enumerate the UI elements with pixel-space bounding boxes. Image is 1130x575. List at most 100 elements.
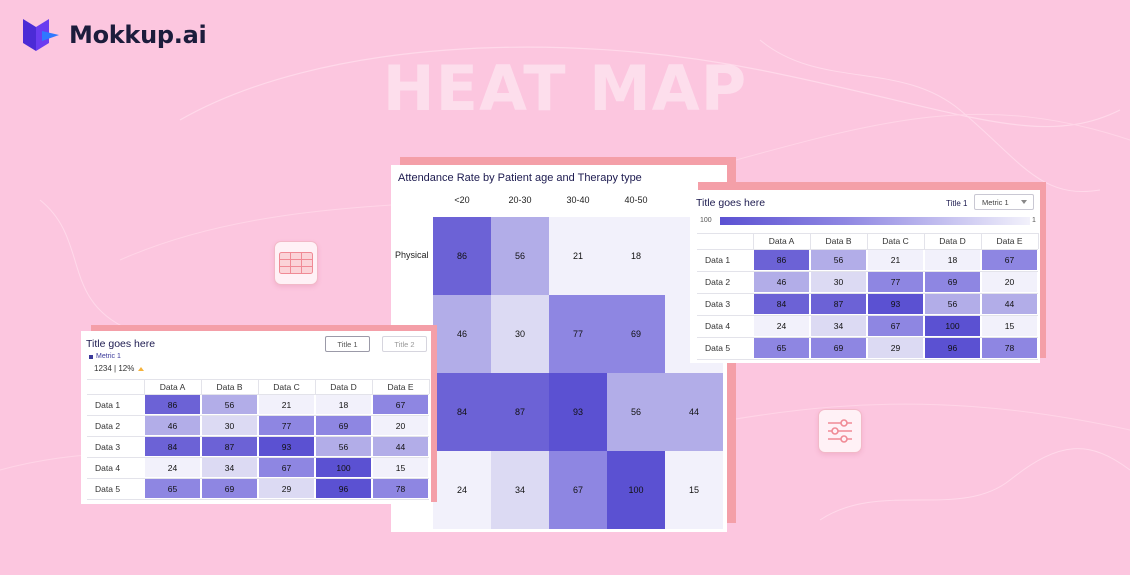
heatmap-cell: 84 xyxy=(433,373,491,451)
heatmap-cell: 78 xyxy=(982,338,1037,358)
color-scale-bar xyxy=(720,217,1030,225)
metric-select[interactable]: Metric 1 xyxy=(974,194,1034,210)
heatmap-cell: 96 xyxy=(925,338,980,358)
row-header: Data 2 xyxy=(95,420,121,431)
heatmap-cell: 34 xyxy=(811,316,866,336)
heatmap-cell: 77 xyxy=(868,272,923,292)
heatmap-cell: 18 xyxy=(316,395,371,414)
column-header: 30-40 xyxy=(566,195,590,205)
heatmap-cell: 87 xyxy=(811,294,866,314)
heatmap-cell: 46 xyxy=(433,295,491,373)
title-2-button[interactable]: Title 2 xyxy=(382,336,427,352)
column-header: 40-50 xyxy=(624,195,648,205)
heatmap-cell: 18 xyxy=(925,250,980,270)
heatmap-cell: 65 xyxy=(754,338,809,358)
heatmap-cell: 86 xyxy=(433,217,491,295)
grid-line xyxy=(429,379,430,394)
column-header: Data A xyxy=(768,236,795,246)
row-header: Data 2 xyxy=(705,277,731,287)
heatmap-cell: 56 xyxy=(316,437,371,456)
metric-label: Metric 1 xyxy=(96,353,121,360)
heatmap-cell: 21 xyxy=(259,395,314,414)
title-1-button[interactable]: Title 1 xyxy=(325,336,370,352)
column-header: Data B xyxy=(216,382,243,392)
heatmap-cell: 44 xyxy=(982,294,1037,314)
row-header: Data 4 xyxy=(95,462,121,473)
main-chart-title: Attendance Rate by Patient age and Thera… xyxy=(398,172,642,184)
heatmap-cell: 15 xyxy=(982,316,1037,336)
heatmap-cell: 93 xyxy=(549,373,607,451)
column-header: Data C xyxy=(273,382,300,392)
heatmap-cell: 69 xyxy=(811,338,866,358)
grid-line xyxy=(697,271,1038,272)
heatmap-cell: 93 xyxy=(868,294,923,314)
scale-max-label: 100 xyxy=(700,217,712,224)
heatmap-cell: 24 xyxy=(433,451,491,529)
table-grid-icon xyxy=(279,252,313,274)
metric-value: 1234 | 12% xyxy=(94,364,145,373)
heatmap-cell: 100 xyxy=(607,451,665,529)
metric-select-value: Metric 1 xyxy=(982,197,1009,207)
row-header: Data 5 xyxy=(705,343,731,353)
column-header: 20-30 xyxy=(508,195,532,205)
heatmap-cell: 30 xyxy=(491,295,549,373)
heatmap-cell: 21 xyxy=(868,250,923,270)
heatmap-cell: 20 xyxy=(982,272,1037,292)
heatmap-cell: 67 xyxy=(373,395,428,414)
heatmap-cell: 44 xyxy=(665,373,723,451)
heatmap-cell: 29 xyxy=(868,338,923,358)
heatmap-cell: 56 xyxy=(925,294,980,314)
heatmap-cell: 46 xyxy=(145,416,200,435)
heatmap-cell: 15 xyxy=(373,458,428,477)
column-header: Data D xyxy=(330,382,357,392)
legend-swatch xyxy=(89,354,93,359)
heatmap-cell: 24 xyxy=(754,316,809,336)
heatmap-cell: 77 xyxy=(549,295,607,373)
grid-line xyxy=(697,359,1038,360)
metric-value-text: 1234 | 12% xyxy=(94,364,135,373)
heatmap-cell: 65 xyxy=(145,479,200,498)
grid-line xyxy=(697,233,1038,234)
grid-line xyxy=(372,379,373,394)
heatmap-cell: 86 xyxy=(754,250,809,270)
heatmap-cell: 18 xyxy=(607,217,665,295)
main-heatmap-card: Attendance Rate by Patient age and Thera… xyxy=(391,165,727,532)
heatmap-cell: 56 xyxy=(607,373,665,451)
heatmap-cell: 87 xyxy=(202,437,257,456)
heatmap-cell: 96 xyxy=(316,479,371,498)
grid-line xyxy=(201,379,202,394)
column-header: Data A xyxy=(159,382,186,392)
grid-line xyxy=(315,379,316,394)
sliders-badge xyxy=(818,409,862,453)
heatmap-cell: 46 xyxy=(754,272,809,292)
grid-line xyxy=(87,436,429,437)
left-heatmap-card: Title goes here Title 1 Title 2 Metric 1… xyxy=(81,331,431,504)
heatmap-cell: 100 xyxy=(316,458,371,477)
right-card-title: Title goes here xyxy=(696,197,766,209)
table-badge xyxy=(274,241,318,285)
grid-line xyxy=(697,293,1038,294)
heatmap-cell: 15 xyxy=(665,451,723,529)
grid-line xyxy=(981,233,982,249)
heatmap-cell: 77 xyxy=(259,416,314,435)
brand-logo[interactable]: Mokkup.ai xyxy=(22,17,207,53)
column-header: Data E xyxy=(387,382,414,392)
sliders-icon xyxy=(828,419,852,443)
heatmap-cell: 30 xyxy=(811,272,866,292)
heatmap-cell: 34 xyxy=(491,451,549,529)
column-header: Data D xyxy=(939,236,966,246)
heatmap-cell: 84 xyxy=(145,437,200,456)
row-header: Physical xyxy=(395,250,429,260)
brand-name: Mokkup.ai xyxy=(69,21,207,49)
grid-line xyxy=(697,315,1038,316)
row-header: Data 3 xyxy=(705,299,731,309)
heatmap-cell: 67 xyxy=(549,451,607,529)
right-heatmap-table: Data A Data B Data C Data D Data E Data 1 86 56… xyxy=(697,233,1039,360)
row-header: Data 1 xyxy=(95,399,121,410)
grid-line xyxy=(810,233,811,249)
grid-line xyxy=(924,233,925,249)
heatmap-cell: 29 xyxy=(259,479,314,498)
right-card-label: Title 1 xyxy=(946,199,968,208)
grid-line xyxy=(697,337,1038,338)
row-header: Data 5 xyxy=(95,483,121,494)
